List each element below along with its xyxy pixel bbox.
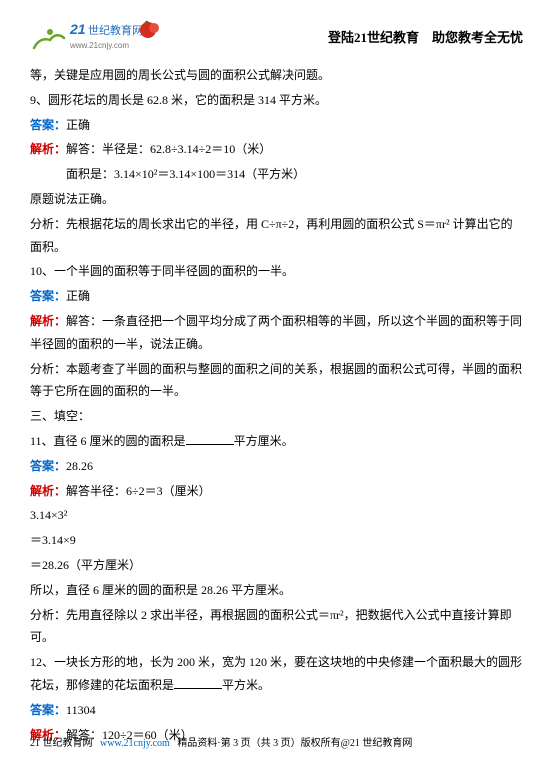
explain-label: 解析： bbox=[30, 484, 66, 498]
explain-10a: 解析：解答：一条直径把一个圆平均分成了两个面积相等的半圆，所以这个半圆的面积等于… bbox=[30, 310, 523, 356]
answer-label: 答案： bbox=[30, 703, 66, 717]
explain-9b: 面积是：3.14×10²＝3.14×100＝314（平方米） bbox=[30, 163, 523, 186]
q12-b: 平方米。 bbox=[222, 678, 270, 692]
answer-label: 答案： bbox=[30, 459, 66, 473]
svg-text:21: 21 bbox=[69, 21, 86, 37]
explain-11f: 分析：先用直径除以 2 求出半径，再根据圆的面积公式＝πr²，把数据代入公式中直… bbox=[30, 604, 523, 650]
explain-label: 解析： bbox=[30, 142, 66, 156]
answer-11-value: 28.26 bbox=[66, 459, 93, 473]
answer-11: 答案：28.26 bbox=[30, 455, 523, 478]
blank-11 bbox=[186, 433, 234, 445]
page-root: 21 世纪教育网 www.21cnjy.com 登陆21世纪教育 助您教考全无忧… bbox=[0, 0, 553, 765]
blank-12 bbox=[174, 677, 222, 689]
answer-10: 答案：正确 bbox=[30, 285, 523, 308]
page-footer: 21 世纪教育网 www.21cnjy.com 精品资料·第 3 页（共 3 页… bbox=[30, 734, 523, 753]
explain-9d: 分析：先根据花坛的周长求出它的半径，用 C÷π÷2，再利用圆的面积公式 S＝πr… bbox=[30, 213, 523, 259]
svg-text:世纪教育网: 世纪教育网 bbox=[88, 23, 143, 37]
footer-mid: 精品资料·第 3 页（共 3 页）版权所有@21 世纪教育网 bbox=[177, 738, 412, 749]
explain-label: 解析： bbox=[30, 314, 66, 328]
explain-11c: ＝3.14×9 bbox=[30, 529, 523, 552]
q11-b: 平方厘米。 bbox=[234, 434, 294, 448]
answer-9-value: 正确 bbox=[66, 118, 90, 132]
logo: 21 世纪教育网 www.21cnjy.com bbox=[30, 20, 160, 56]
logo-svg: 21 世纪教育网 www.21cnjy.com bbox=[30, 20, 160, 56]
explain-11a-text: 解答半径：6÷2＝3（厘米） bbox=[66, 484, 211, 498]
answer-9: 答案：正确 bbox=[30, 114, 523, 137]
footer-url: www.21cnjy.com bbox=[100, 738, 170, 749]
answer-label: 答案： bbox=[30, 118, 66, 132]
answer-12-value: 11304 bbox=[66, 703, 96, 717]
answer-label: 答案： bbox=[30, 289, 66, 303]
footer-site: 21 世纪教育网 bbox=[30, 738, 93, 749]
explain-11a: 解析：解答半径：6÷2＝3（厘米） bbox=[30, 480, 523, 503]
svg-text:www.21cnjy.com: www.21cnjy.com bbox=[69, 41, 129, 50]
answer-10-value: 正确 bbox=[66, 289, 90, 303]
slogan-b: 助您教考全无忧 bbox=[432, 30, 523, 45]
explain-9a-text: 解答：半径是：62.8÷3.14÷2＝10（米） bbox=[66, 142, 271, 156]
answer-12: 答案：11304 bbox=[30, 699, 523, 722]
question-12: 12、一块长方形的地，长为 200 米，宽为 120 米，要在这块地的中央修建一… bbox=[30, 651, 523, 697]
explain-9a: 解析：解答：半径是：62.8÷3.14÷2＝10（米） bbox=[30, 138, 523, 161]
q11-a: 11、直径 6 厘米的圆的面积是 bbox=[30, 434, 186, 448]
section-3: 三、填空： bbox=[30, 405, 523, 428]
q12-a: 12、一块长方形的地，长为 200 米，宽为 120 米，要在这块地的中央修建一… bbox=[30, 655, 522, 692]
slogan-a: 登陆21世纪教育 bbox=[328, 30, 419, 45]
explain-10a-text: 解答：一条直径把一个圆平均分成了两个面积相等的半圆，所以这个半圆的面积等于同半径… bbox=[30, 314, 522, 351]
page-header: 21 世纪教育网 www.21cnjy.com 登陆21世纪教育 助您教考全无忧 bbox=[30, 20, 523, 56]
explain-11b: 3.14×3² bbox=[30, 504, 523, 527]
question-9: 9、圆形花坛的周长是 62.8 米，它的面积是 314 平方米。 bbox=[30, 89, 523, 112]
explain-11e: 所以，直径 6 厘米的圆的面积是 28.26 平方厘米。 bbox=[30, 579, 523, 602]
explain-9c: 原题说法正确。 bbox=[30, 188, 523, 211]
header-slogan: 登陆21世纪教育 助您教考全无忧 bbox=[328, 26, 523, 51]
explain-11d: ＝28.26（平方厘米） bbox=[30, 554, 523, 577]
question-10: 10、一个半圆的面积等于同半径圆的面积的一半。 bbox=[30, 260, 523, 283]
text-line: 等，关键是应用圆的周长公式与圆的面积公式解决问题。 bbox=[30, 64, 523, 87]
question-11: 11、直径 6 厘米的圆的面积是 平方厘米。 bbox=[30, 430, 523, 453]
explain-10b: 分析：本题考查了半圆的面积与整圆的面积之间的关系，根据圆的面积公式可得，半圆的面… bbox=[30, 358, 523, 404]
